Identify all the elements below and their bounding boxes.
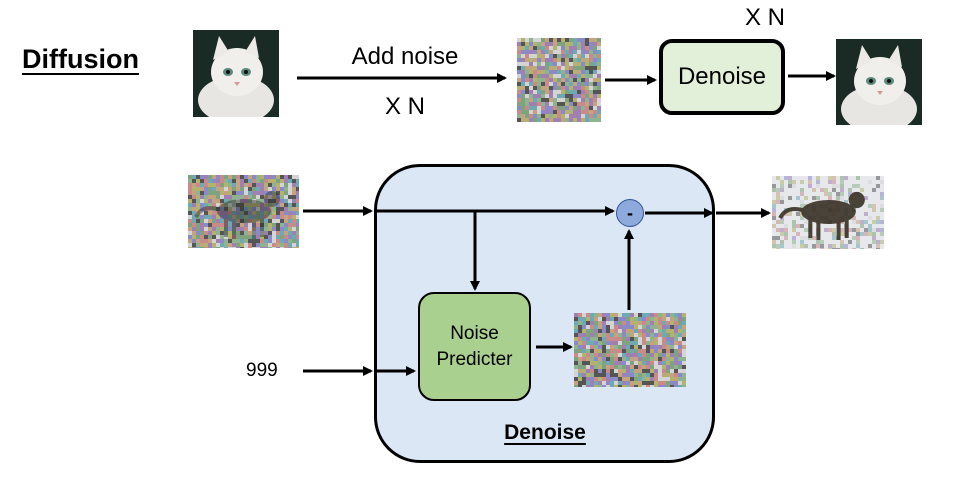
- repeat-count-label: X N: [384, 93, 425, 120]
- predicted-noise-image: [574, 313, 686, 387]
- denoise-container-title: Denoise: [504, 421, 586, 444]
- minus-symbol: -: [627, 203, 633, 223]
- noise-predicter-label-line2: Predicter: [436, 348, 513, 370]
- repeat-count-label-top: X N: [744, 4, 785, 31]
- subtract-node: -: [616, 199, 644, 227]
- kitten-output-image: [836, 39, 922, 125]
- add-noise-label: Add noise: [351, 43, 459, 70]
- noisy-cat-input-image: [188, 175, 299, 248]
- kitten-input-image: [193, 30, 279, 117]
- noise-predicter-block: Noise Predicter: [418, 292, 531, 401]
- noise-predicter-label-line1: Noise: [450, 322, 499, 344]
- page-title: Diffusion: [22, 44, 139, 74]
- denoise-block: Denoise: [659, 39, 785, 115]
- denoise-block-label: Denoise: [677, 63, 767, 90]
- denoised-cat-output-image: [772, 176, 884, 249]
- pure-noise-image: [517, 38, 601, 122]
- step-number-label: 999: [246, 360, 278, 381]
